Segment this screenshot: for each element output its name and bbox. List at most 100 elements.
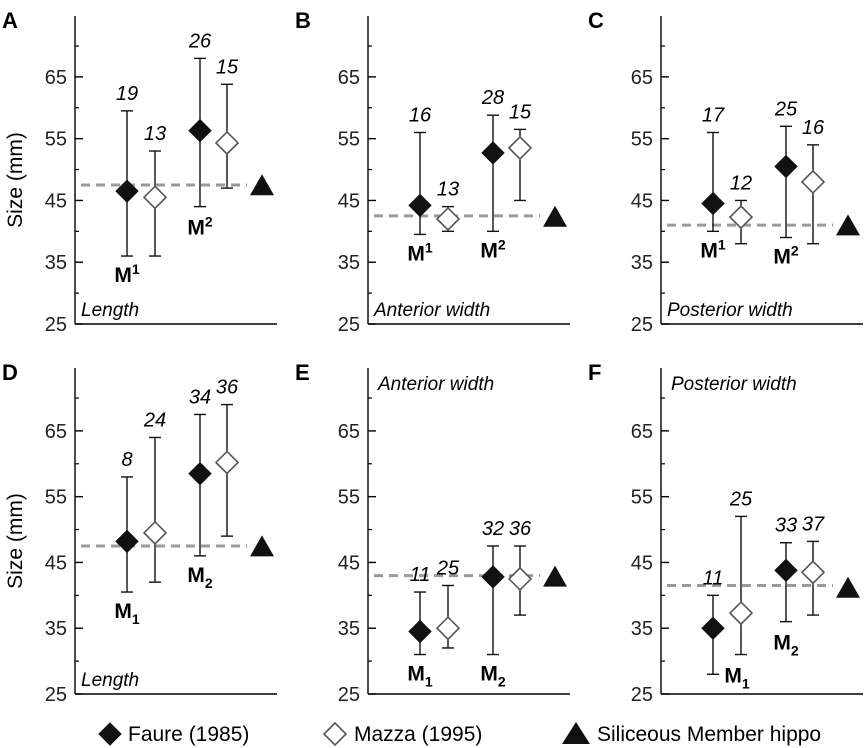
y-tick-label: 25	[45, 684, 67, 706]
y-tick-label: 25	[631, 314, 653, 336]
faure-sample-size: 8	[121, 449, 132, 471]
y-tick-label: 55	[631, 487, 653, 509]
tooth-label: M2	[187, 564, 213, 591]
y-tick-label: 35	[338, 252, 360, 274]
y-axis-title: Size (mm)	[4, 493, 27, 589]
y-tick-label: 45	[45, 190, 67, 212]
mazza-mean-marker	[728, 600, 754, 626]
mazza-sample-size: 13	[144, 123, 166, 145]
tooth-index: 2	[791, 243, 799, 259]
y-tick-label: 35	[45, 252, 67, 274]
tooth-index: 2	[498, 236, 506, 252]
faure-error-bar	[487, 545, 499, 656]
legend-siliceous-label: Siliceous Member hippo	[597, 723, 821, 746]
y-tick-label: 65	[45, 67, 67, 89]
faure-error-bar	[780, 542, 792, 623]
tooth-letter: M	[114, 264, 132, 287]
y-tick-label: 65	[45, 421, 67, 443]
tooth-index: 1	[425, 674, 433, 690]
legend: Faure (1985) Mazza (1995) Siliceous Member…	[98, 721, 821, 747]
mazza-error-bar	[149, 436, 161, 583]
y-tick-label: 65	[338, 67, 360, 89]
tooth-index: 2	[791, 643, 799, 659]
y-tick-label: 55	[338, 487, 360, 509]
mazza-sample-size: 15	[509, 101, 532, 123]
mazza-error-bar	[807, 144, 819, 245]
faure-sample-size: 34	[189, 386, 211, 408]
tooth-index: 1	[132, 261, 140, 277]
tooth-letter: M	[773, 246, 791, 269]
mazza-sample-size: 25	[729, 488, 753, 510]
y-tick-label: 65	[631, 421, 653, 443]
y-tick-label: 25	[338, 314, 360, 336]
y-tick-label: 65	[338, 421, 360, 443]
tooth-letter: M	[407, 663, 425, 686]
y-axis-title: Size (mm)	[4, 132, 27, 228]
faure-sample-size: 11	[703, 567, 724, 589]
mazza-sample-size: 24	[143, 409, 166, 431]
mazza-sample-size: 16	[802, 117, 825, 139]
mazza-mean-marker	[142, 520, 168, 545]
faure-sample-size: 26	[188, 30, 212, 52]
tooth-letter: M	[700, 239, 718, 262]
mazza-mean-marker	[800, 169, 826, 195]
measure-label: Length	[81, 300, 139, 321]
panel-letter: D	[2, 360, 18, 385]
mazza-mean-marker	[507, 135, 533, 161]
panel-letter: C	[588, 8, 604, 33]
faure-mean-marker	[115, 529, 139, 554]
siliceous-marker	[543, 205, 567, 227]
measure-label: Anterior width	[377, 374, 494, 395]
mazza-mean-marker	[435, 206, 461, 232]
tooth-label: M2	[480, 236, 506, 262]
faure-mean-marker	[188, 118, 212, 143]
tooth-index: 2	[498, 674, 506, 690]
tooth-letter: M	[773, 632, 791, 655]
legend-faure-label: Faure (1985)	[128, 723, 249, 746]
faure-mean-marker	[774, 558, 798, 583]
tooth-label: M1	[724, 665, 750, 692]
y-tick-label: 45	[338, 552, 360, 574]
tooth-index: 1	[742, 676, 750, 692]
tooth-label: M1	[407, 663, 433, 690]
faure-mean-marker	[774, 154, 798, 179]
tooth-index: 1	[425, 239, 433, 255]
tooth-index: 2	[205, 575, 213, 591]
faure-mean-marker	[481, 141, 505, 165]
legend-mazza-label: Mazza (1995)	[354, 723, 482, 746]
tooth-letter: M	[187, 564, 205, 587]
legend-faure-marker	[98, 722, 122, 746]
mazza-sample-size: 13	[437, 179, 459, 201]
y-tick-label: 45	[631, 552, 653, 574]
mazza-sample-size: 15	[216, 56, 239, 78]
y-tick-label: 55	[45, 129, 67, 151]
y-tick-label: 65	[631, 67, 653, 89]
mazza-mean-marker	[728, 204, 754, 230]
y-tick-label: 35	[338, 618, 360, 640]
siliceous-marker	[543, 565, 567, 587]
tooth-letter: M	[407, 242, 425, 265]
faure-error-bar	[780, 125, 792, 239]
faure-sample-size: 17	[702, 104, 725, 126]
tooth-label: M1	[700, 236, 726, 262]
panel-letter: E	[295, 360, 310, 385]
faure-mean-marker	[481, 565, 505, 589]
tooth-letter: M	[480, 663, 498, 686]
faure-mean-marker	[408, 193, 432, 218]
legend-mazza-marker	[322, 721, 348, 747]
faure-error-bar	[487, 114, 499, 233]
mazza-sample-size: 12	[730, 172, 752, 194]
mazza-sample-size: 37	[802, 513, 825, 535]
y-tick-label: 25	[631, 684, 653, 706]
faure-mean-marker	[701, 616, 725, 640]
mazza-mean-marker	[435, 616, 461, 641]
tooth-letter: M	[724, 665, 742, 688]
y-tick-label: 25	[45, 314, 67, 336]
faure-sample-size: 25	[774, 98, 798, 120]
